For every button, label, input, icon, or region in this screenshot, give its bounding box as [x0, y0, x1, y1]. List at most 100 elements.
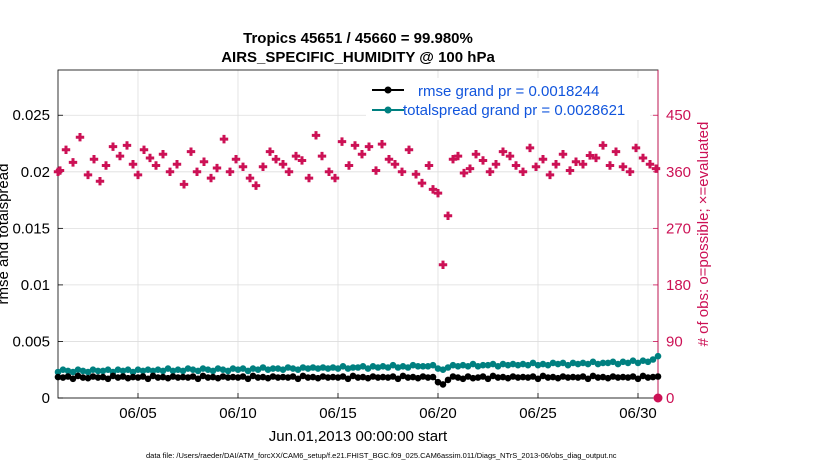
spread-point: [469, 360, 477, 368]
spread-point: [654, 352, 662, 360]
rmse-point: [644, 374, 652, 381]
rmse-point: [654, 373, 662, 380]
obs-evaluated-point: [591, 153, 601, 163]
rmse-point: [444, 376, 452, 384]
spread-point: [474, 363, 482, 370]
spread-point: [624, 359, 632, 367]
rmse-point: [649, 373, 657, 381]
obs-evaluated-point: [95, 177, 105, 186]
spread-point: [619, 358, 627, 366]
rmse-point: [499, 373, 507, 381]
y-tick-label: 0: [42, 390, 50, 407]
spread-point: [129, 368, 137, 376]
obs-evaluated-point: [89, 155, 99, 164]
spread-point: [179, 367, 187, 375]
obs-evaluated-point: [371, 166, 381, 175]
spread-point: [254, 366, 262, 374]
obs-evaluated-point: [438, 260, 448, 269]
y-right-tick-label: 360: [666, 164, 691, 181]
obs-evaluated-point: [651, 164, 661, 173]
obs-evaluated-point: [317, 151, 327, 161]
rmse-point: [574, 374, 582, 381]
obs-evaluated-point: [404, 145, 414, 155]
spread-point: [394, 364, 402, 371]
obs-evaluated-point: [645, 160, 655, 169]
rmse-point: [94, 374, 102, 381]
spread-point: [324, 365, 332, 372]
obs-evaluated-point: [133, 170, 143, 180]
obs-evaluated-point: [212, 163, 222, 173]
obs-evaluated-point: [75, 133, 85, 142]
obs-evaluated-point: [443, 211, 453, 220]
rmse-point: [179, 373, 187, 381]
rmse-point: [539, 372, 547, 380]
obs-evaluated-point: [453, 151, 463, 161]
spread-point: [544, 361, 552, 369]
spread-point: [499, 360, 507, 368]
rmse-point: [209, 373, 217, 381]
spread-point: [114, 366, 122, 374]
spread-point: [84, 368, 92, 376]
rmse-point: [404, 374, 412, 381]
obs-evaluated-point: [311, 131, 321, 140]
spread-point: [459, 361, 467, 369]
rmse-point: [314, 374, 322, 382]
obs-evaluated-point: [251, 181, 261, 190]
obs-evaluated-point: [598, 141, 608, 150]
spread-point: [419, 363, 427, 370]
spread-point: [539, 360, 547, 368]
rmse-point: [484, 375, 492, 383]
spread-point: [404, 364, 412, 371]
obs-evaluated-point: [192, 167, 202, 176]
rmse-point: [234, 374, 242, 381]
rmse-point: [309, 373, 317, 381]
rmse-point: [59, 374, 67, 381]
rmse-point: [449, 373, 457, 380]
obs-evaluated-point: [139, 145, 149, 155]
rmse-point: [139, 373, 147, 380]
rmse-point: [599, 373, 607, 381]
rmse-point: [584, 375, 592, 383]
rmse-point: [399, 372, 407, 380]
rmse-point: [384, 374, 392, 381]
spread-point: [564, 361, 572, 369]
obs-evaluated-point: [390, 160, 400, 169]
rmse-point: [589, 372, 597, 380]
obs-evaluated-point: [377, 139, 387, 149]
rmse-point: [569, 373, 577, 381]
obs-evaluated-point: [565, 166, 575, 175]
spread-point: [489, 360, 497, 368]
obs-evaluated-point: [498, 147, 508, 156]
rmse-point: [609, 373, 617, 380]
rmse-point: [594, 374, 602, 381]
spread-point: [589, 358, 597, 366]
rmse-point: [509, 373, 517, 380]
x-tick-label: 06/30: [619, 405, 657, 422]
rmse-point: [534, 375, 542, 383]
legend-background: [366, 78, 650, 120]
rmse-point: [99, 373, 107, 381]
rmse-point: [169, 373, 177, 380]
rmse-point: [344, 375, 352, 383]
spread-point: [234, 366, 242, 374]
y-right-tick-label: 0: [666, 390, 674, 407]
obs-evaluated-point: [278, 160, 288, 169]
spread-point: [229, 365, 237, 372]
spread-point: [454, 363, 462, 370]
spread-point: [414, 363, 422, 370]
obs-evaluated-point: [225, 167, 235, 176]
rmse-point: [424, 374, 432, 381]
obs-evaluated-point: [518, 167, 528, 176]
spread-point: [424, 363, 432, 370]
rmse-point: [219, 373, 227, 380]
spread-point: [139, 367, 147, 375]
obs-evaluated-point: [491, 160, 501, 169]
spread-point: [464, 363, 472, 370]
obs-evaluated-point: [297, 156, 307, 165]
spread-point: [379, 363, 387, 370]
spread-point: [69, 368, 77, 376]
spread-point: [154, 366, 162, 374]
obs-evaluated-point: [511, 161, 521, 170]
spread-point: [149, 367, 157, 375]
obs-evaluated-point: [625, 167, 635, 176]
